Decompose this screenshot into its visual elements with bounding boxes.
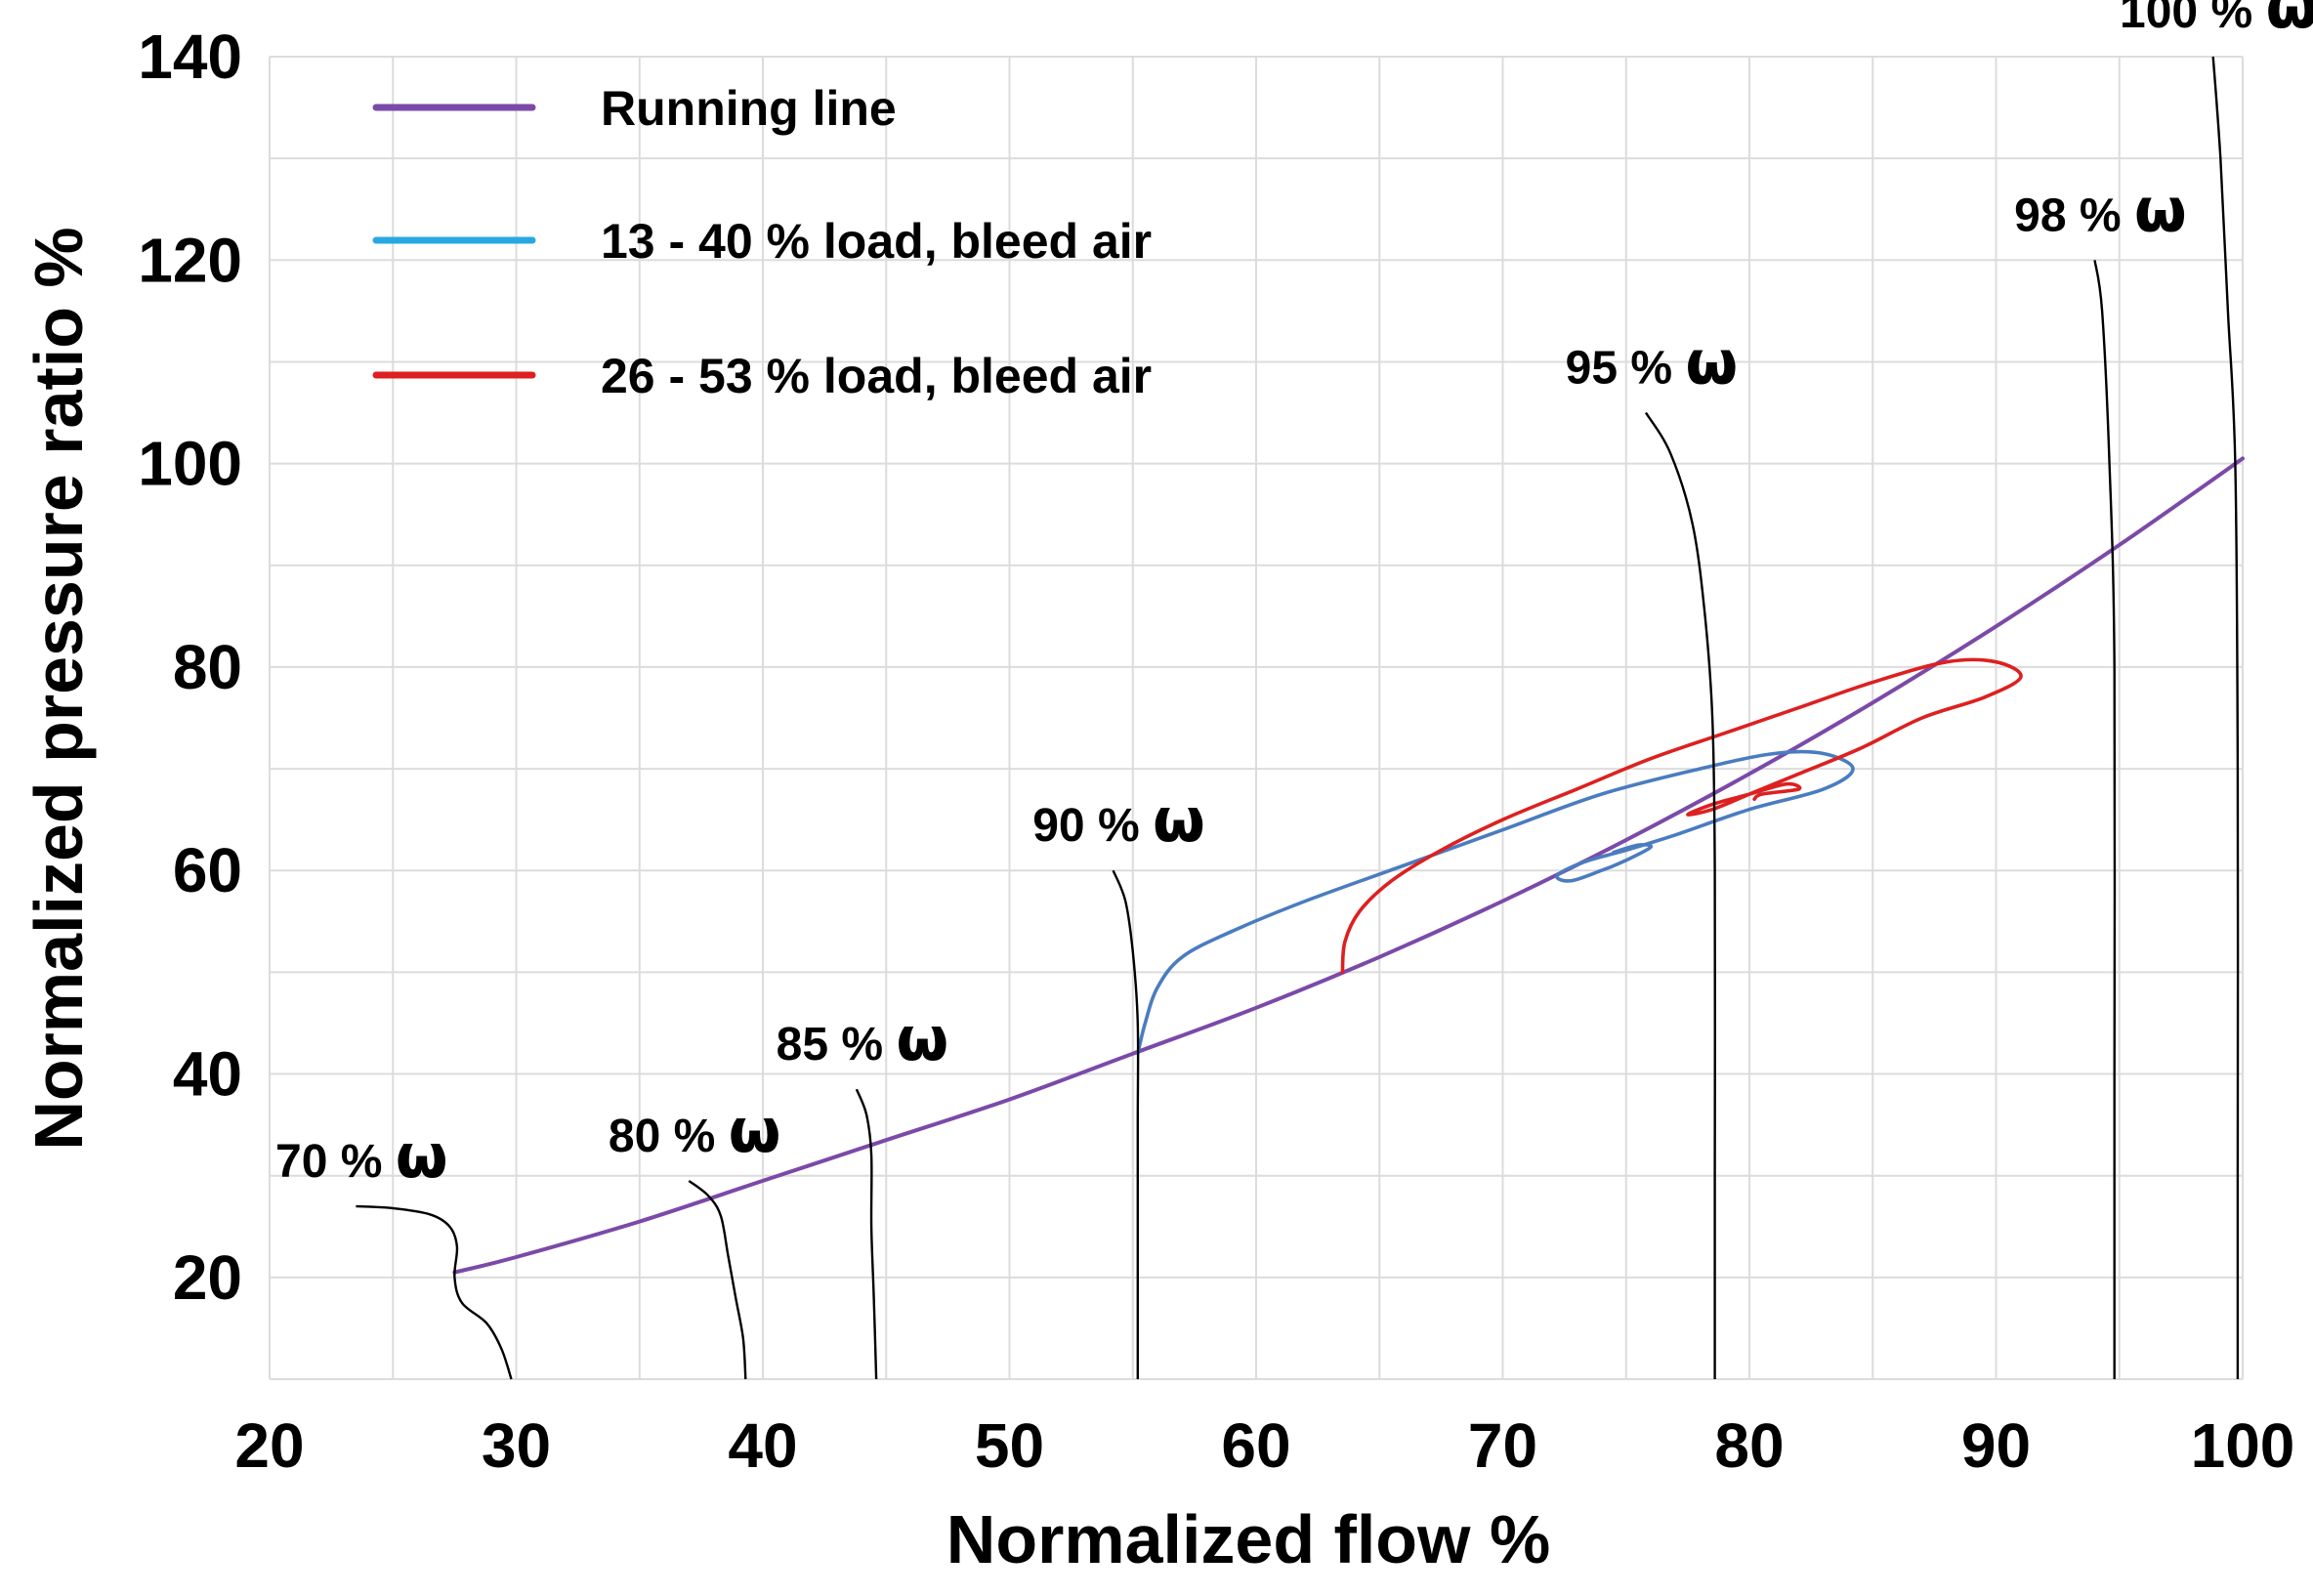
x-tick-label: 60 [1221, 1410, 1290, 1481]
series-layer [452, 456, 2245, 1275]
x-tick-label: 20 [234, 1410, 304, 1481]
speed-line-3 [1112, 869, 1140, 1379]
y-tick-label: 40 [173, 1039, 242, 1110]
speed-line-5 [2093, 260, 2117, 1379]
speed-label: 85 % ω [777, 1003, 949, 1074]
x-tick-label: 80 [1714, 1410, 1784, 1481]
legend-label-26-53-load: 26 - 53 % load, bleed air [601, 349, 1152, 403]
y-tick-label: 140 [138, 21, 242, 92]
speed-line-6 [2211, 56, 2240, 1379]
y-tick-label: 100 [138, 429, 242, 499]
speed-label: 90 % ω [1032, 784, 1205, 856]
speed-lines: 70 % ω 80 % ω 85 % ω 90 % ω 95 % ω 98 % ω 100 … [275, 0, 2313, 1380]
speed-line-1 [688, 1179, 747, 1380]
speed-label: 95 % ω [1566, 327, 1739, 399]
x-tick-label: 90 [1961, 1410, 2031, 1481]
speed-label: 100 % ω [2120, 0, 2313, 42]
y-tick-label: 120 [138, 225, 242, 295]
x-tick-label: 30 [482, 1410, 551, 1481]
y-tick-label: 20 [173, 1242, 242, 1313]
legend: Running line 13 - 40 % load, bleed air 2… [372, 81, 1152, 403]
legend-label-running-line: Running line [601, 81, 897, 136]
x-axis-title: Normalized flow % [946, 1501, 1550, 1577]
y-axis-title: Normalized pressure ratio % [21, 227, 97, 1150]
speed-label: 70 % ω [275, 1120, 448, 1192]
series-line-1 [1136, 749, 1855, 1056]
legend-label-13-40-load: 13 - 40 % load, bleed air [601, 214, 1152, 269]
speed-label: 80 % ω [609, 1095, 781, 1166]
speed-line-2 [855, 1088, 878, 1380]
speed-line-0 [356, 1204, 513, 1380]
y-tick-label: 80 [173, 632, 242, 702]
speed-line-4 [1644, 411, 1717, 1379]
series-line-0 [452, 456, 2245, 1275]
series-line-2 [1340, 657, 2023, 975]
speed-label: 98 % ω [2014, 174, 2187, 245]
grid [269, 56, 2244, 1380]
y-tick-label: 60 [173, 835, 242, 905]
x-tick-label: 50 [975, 1410, 1044, 1481]
x-tick-label: 100 [2191, 1410, 2295, 1481]
x-tick-label: 40 [728, 1410, 797, 1481]
x-tick-label: 70 [1468, 1410, 1537, 1481]
axis-ticks: 20 30 40 50 60 70 80 90 100 20 40 60 80 100 120 140 [138, 21, 2294, 1481]
